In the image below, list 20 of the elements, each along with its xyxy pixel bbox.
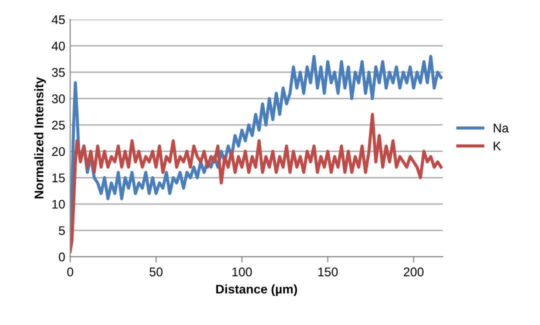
y-tick-label: 45 [52, 15, 65, 24]
x-axis-title: Distance (µm) [216, 284, 297, 296]
x-tick-label: 0 [67, 267, 74, 276]
y-tick-label: 25 [52, 120, 65, 130]
y-tick-label: 30 [52, 94, 65, 104]
legend-label: Na [494, 124, 509, 133]
y-tick-label: 40 [52, 42, 65, 51]
y-axis-title: Normalized Intensity [34, 77, 46, 198]
line-series [70, 112, 443, 254]
y-tick-label: 5 [58, 226, 65, 236]
y-tick-label: 35 [52, 68, 65, 77]
y-tick-label: 20 [52, 147, 65, 156]
x-tick-label: 50 [150, 267, 163, 276]
y-tick-label: 15 [52, 174, 65, 182]
legend-label: K [494, 142, 501, 150]
x-tick-label: 100 [232, 267, 252, 276]
y-tick-label: 0 [58, 252, 65, 262]
y-tick-label: 10 [52, 200, 65, 209]
x-tick-label: 200 [404, 267, 424, 276]
x-tick-label: 150 [318, 267, 338, 276]
